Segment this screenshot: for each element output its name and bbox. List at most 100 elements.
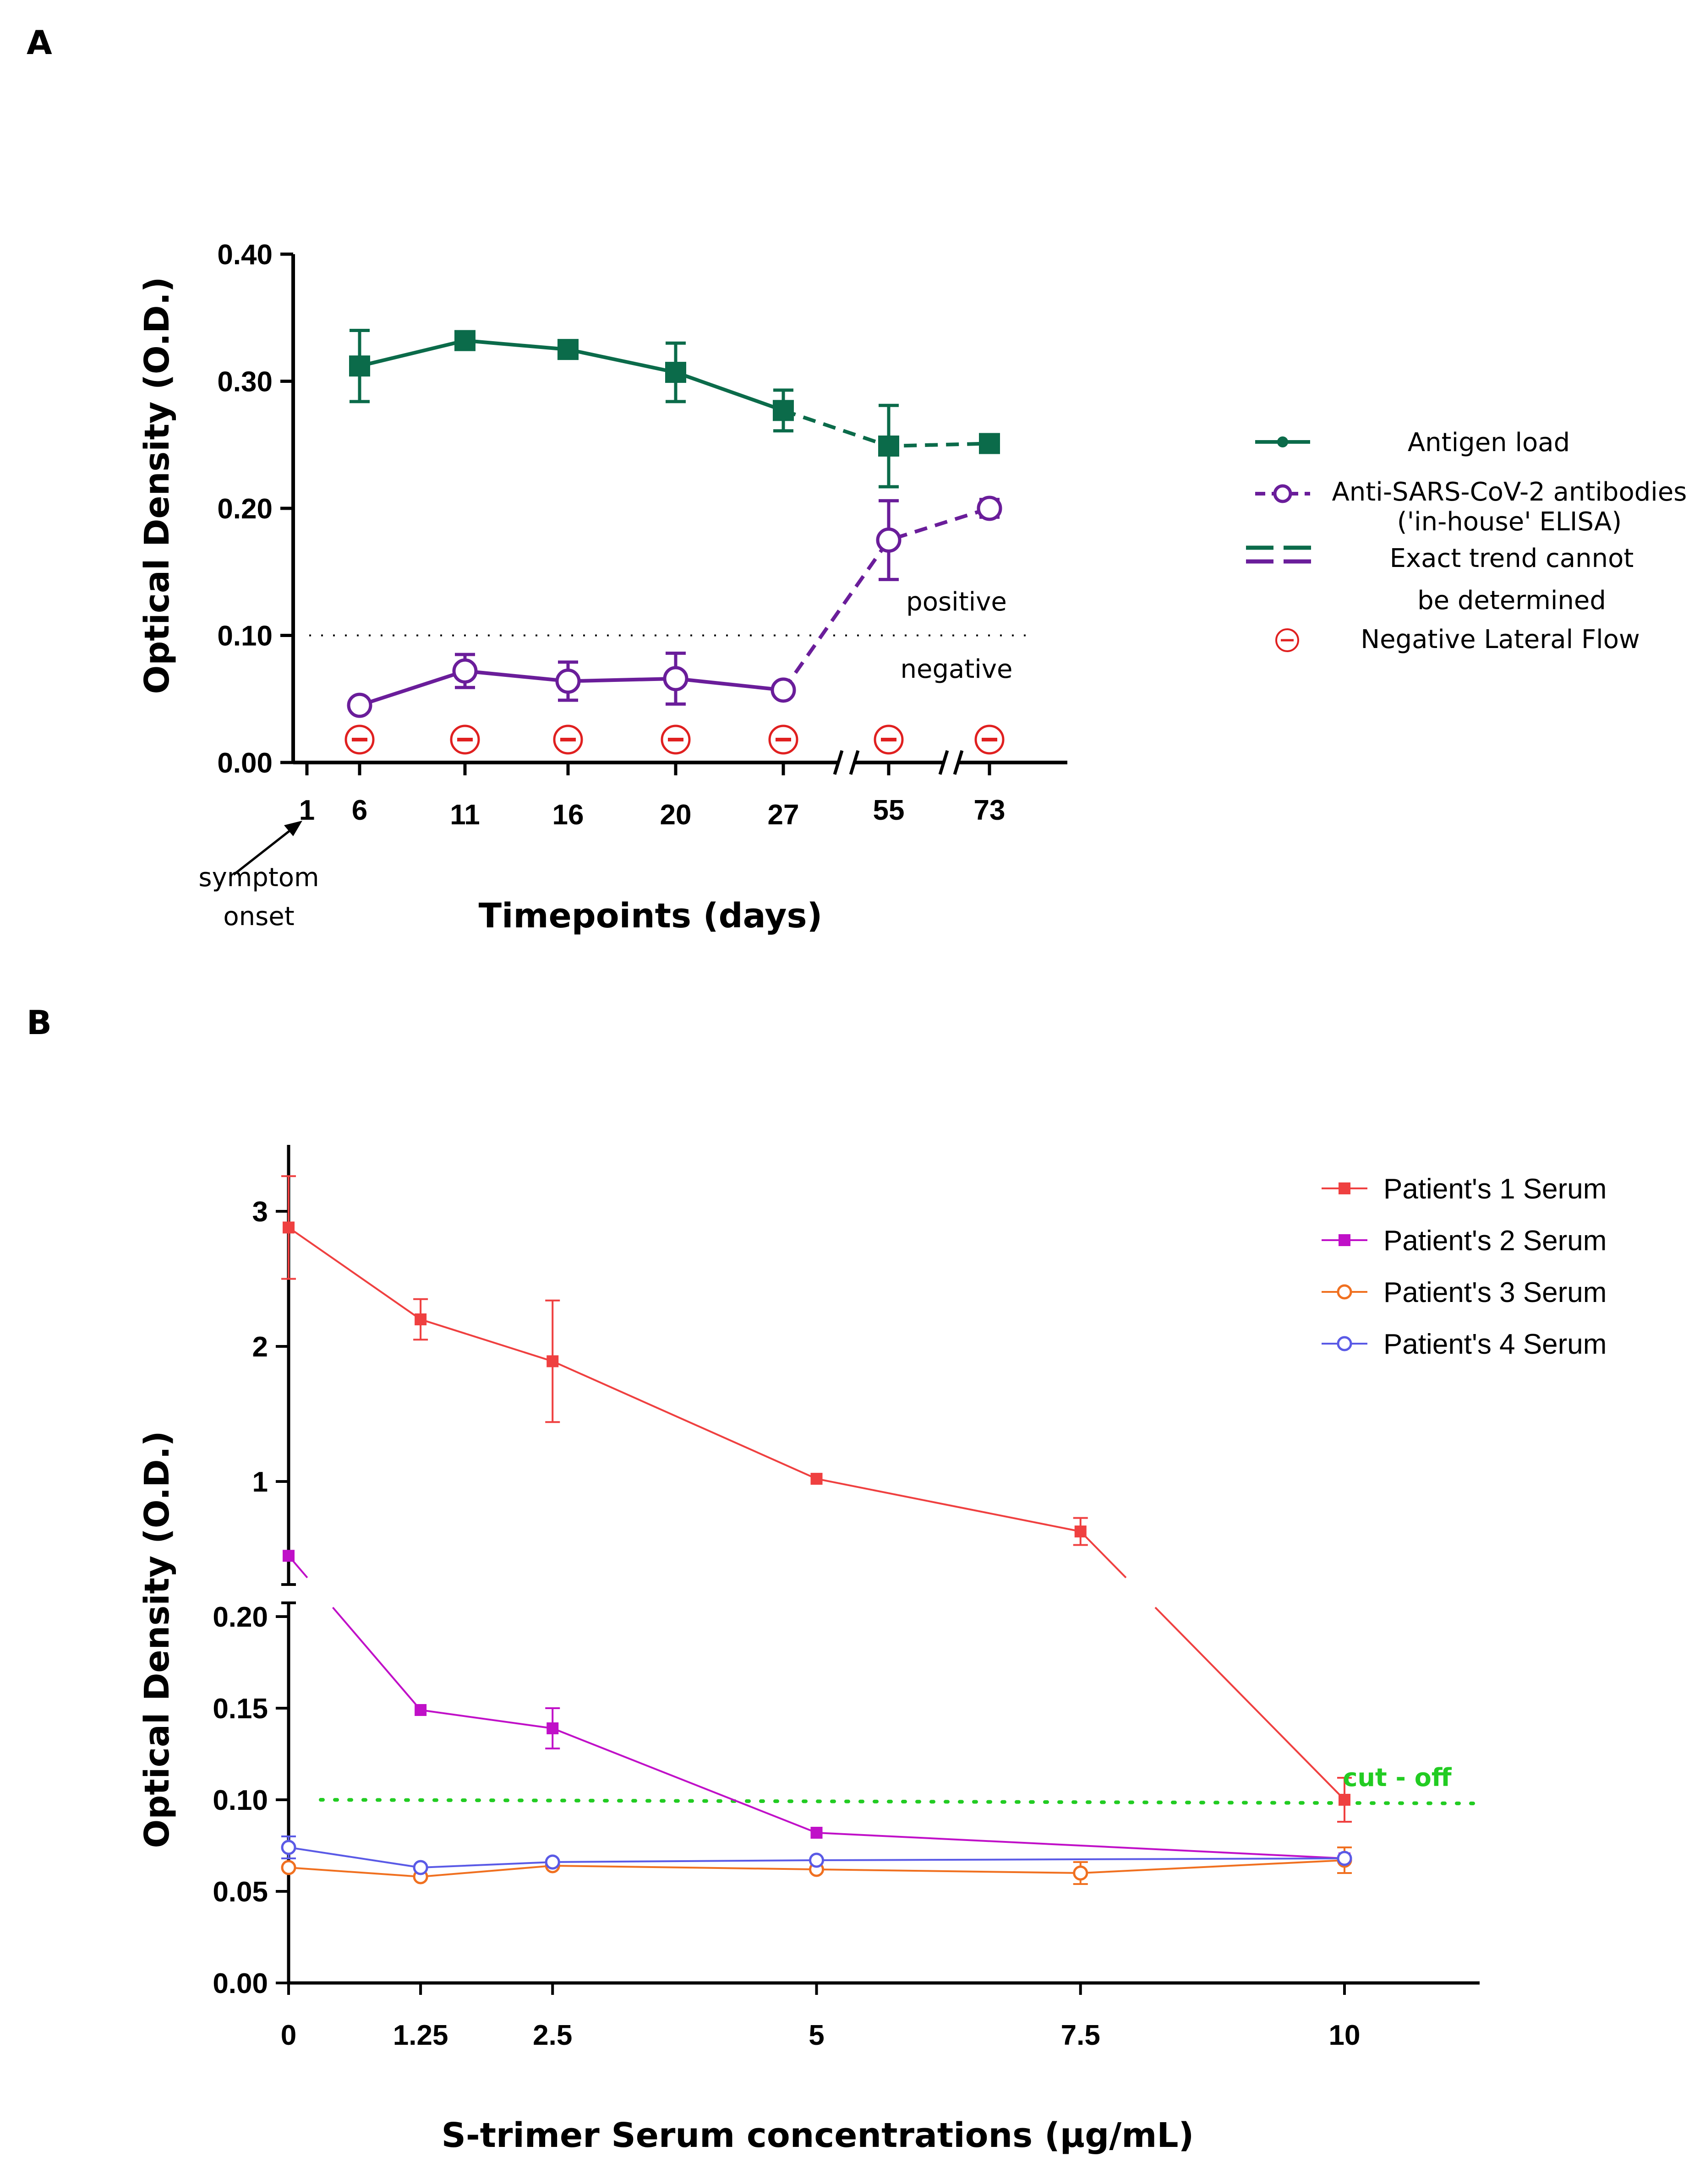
patient-3-point <box>1073 1865 1088 1881</box>
patient-4-point <box>281 1840 296 1855</box>
legend-item-patient-1: Patient's 1 Serum <box>1322 1173 1607 1205</box>
negative-label: negative <box>901 654 1013 684</box>
panel-a-axis-break <box>849 750 860 775</box>
antigen-point <box>665 362 686 383</box>
patient-4-point <box>413 1860 428 1875</box>
panel-b-x-tick-label: 2.5 <box>533 2020 572 2051</box>
panel-a-y-tick-label: 0.10 <box>217 621 273 652</box>
legend-item-negative-lateral-flow: Negative Lateral Flow <box>1275 625 1640 654</box>
panel-a-x-title: Timepoints (days) <box>479 896 823 936</box>
antibody-point <box>663 666 689 692</box>
panel-b-letter: B <box>27 1003 52 1042</box>
legend-exact-trend-label: Exact trend cannot <box>1390 544 1634 573</box>
panel-b-x-title: S-trimer Serum concentrations (µg/mL) <box>442 2116 1194 2155</box>
legend-exact-trend-label2: be determined <box>1417 586 1606 615</box>
panel-a-y-tick-label: 0.00 <box>217 747 273 779</box>
symptom-onset-line2: onset <box>223 902 294 931</box>
panel-a-x-tick-label: 20 <box>660 799 692 831</box>
panel-b-y-tick-label: 0.05 <box>213 1876 268 1908</box>
legend-lateral-flow-label: Negative Lateral Flow <box>1361 625 1640 654</box>
patient-1-point <box>283 1221 295 1234</box>
panel-a-letter: A <box>27 23 52 62</box>
patient-2-point <box>283 1550 295 1562</box>
panel-b-y-tick-label: 0.00 <box>213 1968 268 1999</box>
antibody-point <box>876 527 902 553</box>
panel-b-chart: 1 2 3 0.00 0.05 0.10 0.15 0.20 0 1.25 2.5 5 7.5 10 cu… <box>137 1145 1607 2155</box>
panel-a-y-title: Optical Density (O.D.) <box>137 277 177 694</box>
legend-antibodies-marker <box>1273 484 1292 503</box>
panel-b-x-tick-label: 1.25 <box>393 2020 448 2051</box>
panel-a-x-tick-label: 11 <box>450 799 480 831</box>
legend-antigen-marker <box>1277 436 1288 447</box>
panel-b-y-tick-label: 3 <box>252 1196 268 1228</box>
panel-b-y-tick-label: 0.10 <box>213 1785 268 1816</box>
antigen-point <box>979 433 1000 454</box>
panel-a-x-tick-label: 73 <box>974 795 1006 826</box>
legend-label: Patient's 4 Serum <box>1383 1329 1607 1360</box>
patient-1-point <box>1339 1794 1350 1806</box>
antigen-point <box>349 355 370 377</box>
legend-item-antibodies: Anti-SARS-CoV-2 antibodies ('in-house' E… <box>1255 477 1687 537</box>
panel-b-x-tick-label: 5 <box>809 2020 824 2051</box>
panel-a-axis-break <box>833 750 844 775</box>
patient-4-point <box>545 1854 560 1870</box>
panel-b-series-line <box>1154 1607 1345 1801</box>
legend-antigen-label: Antigen load <box>1408 428 1570 457</box>
panel-b-x-tick-label: 0 <box>281 2020 296 2051</box>
panel-a-axis-break <box>938 750 949 775</box>
patient-1-point <box>415 1313 427 1325</box>
legend-label: Patient's 3 Serum <box>1383 1277 1607 1308</box>
panel-b-y-tick-label: 2 <box>252 1331 268 1363</box>
panel-b-y-tick-label: 0.15 <box>213 1693 268 1725</box>
panel-a-chart: 0.000.100.200.300.401 6 11 16 20 27 55 73 posit… <box>137 239 1687 936</box>
legend-marker <box>1337 1336 1352 1351</box>
legend-label: Patient's 1 Serum <box>1383 1173 1607 1205</box>
antibody-point <box>555 668 581 694</box>
panel-a-x-tick-label: 27 <box>768 799 799 831</box>
symptom-onset-annotation: symptom onset <box>198 821 319 931</box>
legend-antibodies-label2: ('in-house' ELISA) <box>1397 507 1622 537</box>
patient-1-point <box>810 1473 823 1485</box>
panel-a-axis-break <box>953 750 964 775</box>
legend-item-antigen-load: Antigen load <box>1255 428 1570 457</box>
panel-b-x-tick-label: 10 <box>1329 2020 1361 2051</box>
panel-b-y-title: Optical Density (O.D.) <box>137 1431 177 1848</box>
antigen-point <box>454 330 475 351</box>
positive-label: positive <box>906 587 1007 617</box>
legend-marker <box>1337 1284 1352 1300</box>
antigen-point <box>773 400 794 421</box>
panel-a-x-tick-label: 16 <box>552 799 584 831</box>
panel-b-x-tick-label: 7.5 <box>1061 2020 1100 2051</box>
antigen-point <box>557 339 579 360</box>
patient-1-point <box>1074 1525 1087 1538</box>
legend-item-patient-2: Patient's 2 Serum <box>1322 1225 1607 1257</box>
legend-item-patient-4: Patient's 4 Serum <box>1322 1329 1607 1360</box>
panel-a-legend: Antigen load Anti-SARS-CoV-2 antibodies … <box>1246 428 1687 654</box>
panel-b-series-line <box>288 1859 1345 1878</box>
legend-marker <box>1339 1182 1350 1194</box>
antigen-point <box>878 436 899 457</box>
legend-item-exact-trend: Exact trend cannot be determined <box>1246 544 1634 615</box>
panel-a-y-tick-label: 0.40 <box>217 239 273 271</box>
legend-label: Patient's 2 Serum <box>1383 1225 1607 1257</box>
cutoff-line <box>319 1798 1484 1805</box>
panel-a-x-tick-label: 55 <box>873 795 905 826</box>
patient-4-point <box>1337 1851 1352 1866</box>
antibody-point <box>452 658 478 684</box>
panel-a-y-tick-label: 0.20 <box>217 493 273 525</box>
patient-3-point <box>281 1860 296 1875</box>
panel-b-y-tick-label: 0.20 <box>213 1601 268 1633</box>
patient-2-point <box>810 1827 823 1839</box>
panel-a-series-line-dashed <box>781 507 990 692</box>
panel-b-series-line <box>288 1226 1127 1579</box>
cutoff-label: cut - off <box>1343 1763 1452 1792</box>
antibody-point <box>977 496 1002 521</box>
panel-a-x-tick-label: 6 <box>352 795 367 826</box>
panel-b-legend: Patient's 1 Serum Patient's 2 Serum Patien… <box>1322 1173 1607 1360</box>
antibody-point <box>347 692 372 718</box>
symptom-onset-line1: symptom <box>198 863 319 893</box>
panel-a-y-tick-label: 0.30 <box>217 366 273 398</box>
legend-item-patient-3: Patient's 3 Serum <box>1322 1277 1607 1308</box>
patient-1-point <box>546 1355 559 1367</box>
